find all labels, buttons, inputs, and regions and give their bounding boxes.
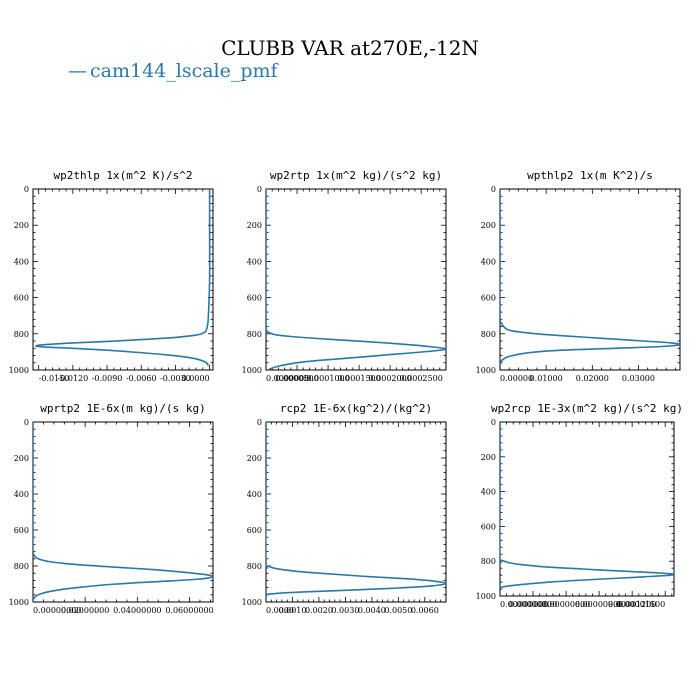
x-tick-label: 0.0001500 — [337, 374, 380, 383]
y-tick-label: 400 — [247, 490, 262, 499]
x-tick-label: 0.03000 — [622, 374, 655, 383]
x-tick-label: 0.00000600 — [542, 600, 590, 609]
y-tick-label: 600 — [247, 294, 262, 303]
y-tick-label: 0 — [24, 418, 29, 427]
y-tick-label: 600 — [247, 526, 262, 535]
x-tick-label: 0.0002500 — [400, 374, 443, 383]
x-tick-label: -0.0060 — [126, 374, 157, 383]
y-tick-label: 200 — [14, 221, 29, 230]
y-tick-label: 200 — [481, 453, 496, 462]
panel-title: wp2rtp 1x(m^2 kg)/(s^2 kg) — [270, 169, 442, 182]
x-tick-label: -0.0090 — [92, 374, 123, 383]
y-tick-label: 600 — [481, 294, 496, 303]
x-tick-label: 0.04000000 — [113, 606, 161, 615]
y-tick-label: 1000 — [9, 598, 29, 607]
y-tick-label: 1000 — [242, 598, 262, 607]
panel-1: wp2thlp 1x(m^2 K)/s^2 0 200 400 600 800 1000 -0… — [9, 169, 214, 383]
x-tick-label: 0.0050 — [384, 606, 412, 615]
x-tick-label: 0.0002000 — [369, 374, 412, 383]
y-tick-label: 1000 — [476, 592, 496, 601]
plot-frame — [32, 188, 214, 371]
panel-title: wp2rcp 1E-3x(m^2 kg)/(s^2 kg) — [491, 402, 683, 415]
y-tick-label: 600 — [14, 294, 29, 303]
series-line — [266, 189, 446, 370]
y-tick-label: 0 — [257, 418, 262, 427]
x-tick-label: 0.0000500 — [275, 374, 318, 383]
plot-grid: wp2thlp 1x(m^2 K)/s^2 0 200 400 600 800 1000 -0… — [9, 169, 683, 615]
x-tick-label: 0.02000000 — [61, 606, 109, 615]
x-tick-label: 0.0000 — [182, 374, 210, 383]
y-tick-label: 400 — [14, 490, 29, 499]
y-tick-label: 800 — [247, 330, 262, 339]
panel-2: wp2rtp 1x(m^2 kg)/(s^2 kg) 0 200 400 600 800 1… — [242, 169, 447, 383]
figure-title: CLUBB VAR at270E,-12N — [221, 36, 479, 60]
legend-label: cam144_lscale_pmf — [90, 60, 280, 82]
plot-frame — [265, 188, 447, 371]
x-tick-label: -0.0120 — [58, 374, 89, 383]
panel-title: rcp2 1E-6x(kg^2)/(kg^2) — [280, 402, 432, 415]
y-tick-label: 200 — [481, 221, 496, 230]
y-tick-label: 600 — [14, 526, 29, 535]
y-tick-label: 600 — [481, 522, 496, 531]
x-tick-label: 0.01000 — [530, 374, 563, 383]
legend-symbol: — — [68, 60, 87, 82]
x-tick-label: 0.02000 — [576, 374, 609, 383]
plot-frame — [32, 421, 214, 603]
series-line — [266, 422, 446, 596]
x-tick-label: 0.06000000 — [165, 606, 213, 615]
series-line — [33, 422, 213, 602]
y-tick-label: 400 — [247, 257, 262, 266]
panel-title: wpthlp2 1x(m K^2)/s — [527, 169, 653, 182]
panel-6: wp2rcp 1E-3x(m^2 kg)/(s^2 kg) 0 200 400 600 8… — [476, 402, 683, 609]
panel-4: wprtp2 1E-6x(m kg)/(s kg) 0 200 400 600 800 10… — [9, 402, 214, 615]
x-tick-label: 0.0040 — [358, 606, 386, 615]
y-tick-label: 400 — [481, 488, 496, 497]
y-tick-label: 400 — [14, 257, 29, 266]
series-line — [35, 189, 211, 367]
x-tick-label: 0.0060 — [411, 606, 439, 615]
x-tick-label: 0.00000000 — [500, 600, 548, 609]
x-tick-label: 0.00000300 — [509, 600, 557, 609]
panel-5: rcp2 1E-6x(kg^2)/(kg^2) 0 200 400 600 800 1000… — [242, 402, 447, 615]
y-tick-label: 0 — [491, 185, 496, 194]
x-tick-label: 0.00001500 — [617, 600, 665, 609]
y-tick-label: 0 — [24, 185, 29, 194]
panel-title: wprtp2 1E-6x(m kg)/(s kg) — [40, 402, 206, 415]
x-tick-label: -0.0150 — [39, 374, 70, 383]
x-tick-label: 0.0001000 — [306, 374, 349, 383]
y-tick-label: 800 — [481, 557, 496, 566]
y-tick-label: 0 — [257, 185, 262, 194]
x-tick-label: 0.0020 — [305, 606, 333, 615]
x-tick-label: 0.0010 — [278, 606, 306, 615]
x-tick-label: 0.0000 — [266, 606, 294, 615]
legend: — cam144_lscale_pmf — [68, 60, 280, 82]
y-tick-label: 800 — [14, 562, 29, 571]
series-line — [500, 422, 674, 589]
y-tick-label: 800 — [481, 330, 496, 339]
y-tick-label: 400 — [481, 257, 496, 266]
x-tick-label: 0.00000 — [500, 374, 533, 383]
y-tick-label: 800 — [14, 330, 29, 339]
series-line — [500, 189, 680, 365]
x-tick-label: 0.00000900 — [575, 600, 623, 609]
panel-title: wp2thlp 1x(m^2 K)/s^2 — [53, 169, 192, 182]
x-tick-label: 0.00000000 — [33, 606, 81, 615]
x-tick-label: 0.0000000 — [266, 374, 309, 383]
y-tick-label: 1000 — [242, 366, 262, 375]
y-tick-label: 200 — [247, 454, 262, 463]
y-tick-label: 1000 — [476, 366, 496, 375]
y-tick-label: 0 — [491, 418, 496, 427]
x-tick-label: 0.00001200 — [608, 600, 656, 609]
y-tick-label: 200 — [247, 221, 262, 230]
panel-3: wpthlp2 1x(m K^2)/s 0 200 400 600 800 1000 0.00… — [476, 169, 681, 383]
y-tick-label: 800 — [247, 562, 262, 571]
x-tick-label: 0.0030 — [331, 606, 359, 615]
plot-frame — [499, 188, 681, 371]
y-tick-label: 200 — [14, 454, 29, 463]
x-tick-label: -0.0030 — [160, 374, 191, 383]
y-tick-label: 1000 — [9, 366, 29, 375]
